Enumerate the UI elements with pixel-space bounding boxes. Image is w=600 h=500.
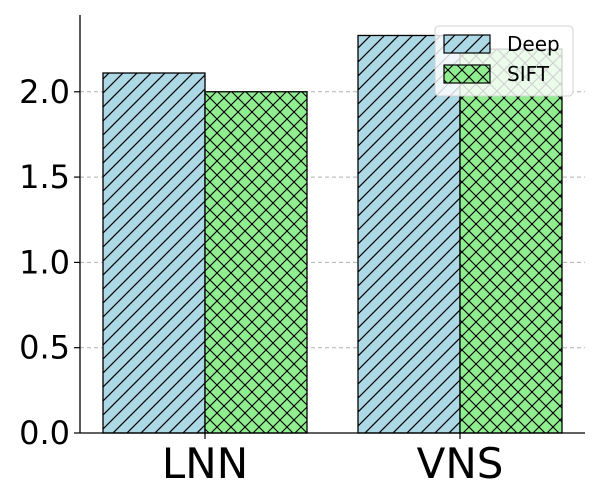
legend-label: SIFT	[507, 62, 550, 86]
legend-swatch	[443, 34, 491, 54]
x-tick-label: LNN	[162, 439, 248, 488]
bar-sift-lnn	[204, 91, 308, 434]
bar-sift-vns	[459, 48, 563, 434]
y-tick-label: 0.5	[19, 329, 70, 367]
x-tick-labels: LNN VNS	[162, 433, 504, 488]
legend-item-deep: Deep	[443, 32, 560, 56]
legend-item-sift: SIFT	[443, 62, 550, 86]
y-tick-label: 0.0	[19, 414, 70, 452]
legend-swatch	[443, 64, 491, 84]
legend-label: Deep	[507, 32, 560, 56]
bars	[102, 34, 563, 434]
axes	[79, 15, 585, 434]
legend: Deep SIFT	[434, 25, 574, 97]
x-tick-label: VNS	[417, 439, 504, 488]
y-tick-label: 1.5	[19, 158, 70, 196]
y-tick-label: 1.0	[19, 243, 70, 281]
y-tick-labels: 0.0 0.5 1.0 1.5 2.0	[19, 73, 80, 452]
bar-deep-lnn	[102, 72, 206, 434]
y-tick-label: 2.0	[19, 73, 70, 111]
bar-deep-vns	[357, 34, 461, 434]
